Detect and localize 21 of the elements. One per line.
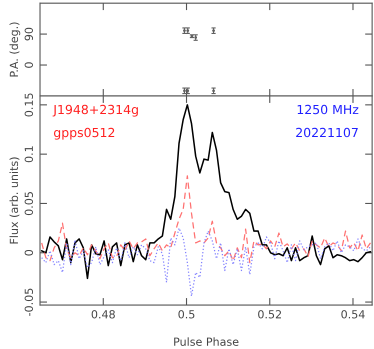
line-series	[40, 104, 372, 280]
y-tick-label: 0	[24, 62, 34, 68]
annotation: gpps0512	[54, 128, 114, 140]
y-tick-label: 0.1	[24, 146, 34, 162]
x-tick-label: 0.48	[92, 310, 115, 318]
y-axis-title: Flux (arb. units)	[9, 157, 20, 244]
annotation: 20221107	[296, 128, 358, 138]
y-tick-label: 90	[24, 28, 34, 40]
line-series	[41, 227, 372, 297]
x-tick-label: 0.5	[178, 310, 194, 318]
y-tick-label: 0.15	[24, 93, 34, 116]
annotation: J1948+2314g	[52, 104, 138, 117]
y-tick-label: 0	[24, 250, 34, 256]
x-axis-title: Pulse Phase	[174, 337, 238, 346]
y-axis-title: P.A. (deg.)	[9, 22, 20, 77]
y-tick-label: -0.05	[24, 288, 34, 316]
annotation: 1250 MHz	[298, 104, 358, 114]
x-tick-label: 0.54	[341, 310, 365, 318]
x-tick-label: 0.52	[258, 310, 282, 318]
y-tick-label: 0.05	[24, 192, 34, 216]
line-series	[41, 175, 372, 264]
